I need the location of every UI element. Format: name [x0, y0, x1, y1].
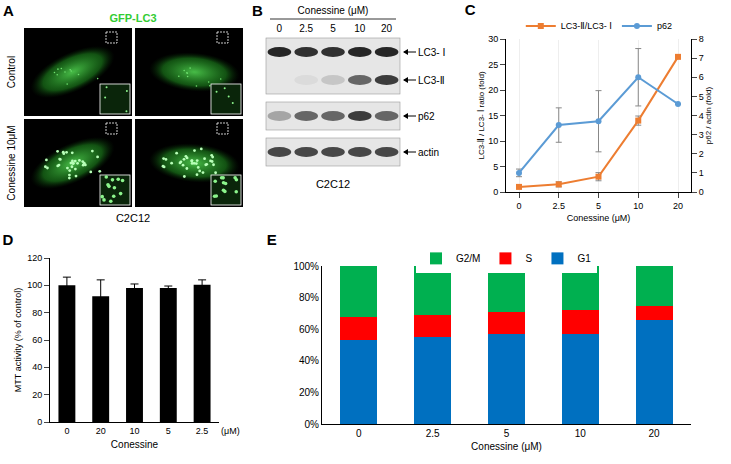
svg-text:20: 20 — [488, 85, 498, 95]
svg-text:C2C12: C2C12 — [116, 212, 150, 224]
svg-text:2.5: 2.5 — [552, 201, 565, 211]
svg-text:0: 0 — [516, 201, 521, 211]
svg-text:Conessine (μM): Conessine (μM) — [471, 441, 542, 452]
svg-text:LC3-Ⅱ / LC3- Ⅰ ratio (fold): LC3-Ⅱ / LC3- Ⅰ ratio (fold) — [477, 71, 486, 159]
svg-text:C: C — [465, 1, 476, 18]
svg-text:100%: 100% — [293, 261, 319, 272]
svg-text:p62: p62 — [657, 21, 672, 31]
svg-text:5: 5 — [699, 92, 704, 102]
svg-text:20: 20 — [96, 426, 106, 436]
svg-text:80: 80 — [32, 308, 42, 318]
svg-text:60: 60 — [32, 335, 42, 345]
svg-text:40%: 40% — [299, 355, 319, 366]
svg-text:30: 30 — [488, 34, 498, 44]
svg-text:5: 5 — [504, 428, 510, 439]
svg-text:1: 1 — [699, 168, 704, 178]
svg-text:2.5: 2.5 — [426, 428, 440, 439]
svg-text:0: 0 — [277, 23, 283, 34]
svg-text:5: 5 — [596, 201, 601, 211]
svg-text:60%: 60% — [299, 324, 319, 335]
svg-text:100: 100 — [27, 280, 42, 290]
svg-text:7: 7 — [699, 53, 704, 63]
svg-text:20: 20 — [32, 390, 42, 400]
svg-text:2: 2 — [699, 149, 704, 159]
svg-text:p62 / actin (fold): p62 / actin (fold) — [704, 86, 713, 144]
svg-text:0: 0 — [493, 187, 498, 197]
svg-text:Control: Control — [6, 56, 17, 88]
svg-text:D: D — [3, 231, 14, 248]
svg-text:LC3-Ⅱ/LC3- Ⅰ: LC3-Ⅱ/LC3- Ⅰ — [561, 21, 612, 31]
svg-text:(μM): (μM) — [221, 426, 240, 436]
svg-text:4: 4 — [699, 111, 704, 121]
svg-text:20%: 20% — [299, 387, 319, 398]
svg-text:A: A — [3, 2, 14, 19]
svg-text:10: 10 — [633, 201, 643, 211]
svg-text:0: 0 — [64, 426, 69, 436]
svg-text:10: 10 — [488, 136, 498, 146]
svg-text:G1: G1 — [577, 253, 591, 264]
svg-text:10: 10 — [129, 426, 139, 436]
svg-text:0: 0 — [37, 417, 42, 427]
svg-text:5: 5 — [493, 162, 498, 172]
svg-text:C2C12: C2C12 — [316, 178, 350, 190]
svg-text:8: 8 — [699, 34, 704, 44]
svg-text:120: 120 — [27, 253, 42, 263]
svg-text:MTT activity (% of control): MTT activity (% of control) — [13, 288, 23, 392]
svg-text:E: E — [267, 231, 277, 248]
svg-text:p62: p62 — [418, 111, 435, 122]
svg-text:5: 5 — [330, 23, 336, 34]
svg-text:Conessine 10μM: Conessine 10μM — [6, 125, 17, 200]
svg-text:2.5: 2.5 — [196, 426, 209, 436]
svg-text:0: 0 — [699, 187, 704, 197]
svg-text:B: B — [252, 2, 263, 19]
svg-text:6: 6 — [699, 72, 704, 82]
svg-text:Conessine (μM): Conessine (μM) — [567, 213, 631, 223]
svg-text:LC3- Ⅰ: LC3- Ⅰ — [418, 47, 445, 58]
svg-text:10: 10 — [575, 428, 587, 439]
svg-text:G2/M: G2/M — [456, 253, 480, 264]
svg-text:20: 20 — [649, 428, 661, 439]
svg-text:Conessine (μM): Conessine (μM) — [298, 5, 369, 16]
svg-text:10: 10 — [354, 23, 366, 34]
svg-text:2.5: 2.5 — [299, 23, 313, 34]
svg-text:actin: actin — [418, 147, 439, 158]
svg-text:GFP-LC3: GFP-LC3 — [109, 12, 156, 24]
svg-text:0%: 0% — [305, 419, 320, 430]
svg-text:5: 5 — [166, 426, 171, 436]
svg-text:0: 0 — [356, 428, 362, 439]
svg-text:40: 40 — [32, 362, 42, 372]
svg-text:S: S — [525, 253, 532, 264]
svg-text:25: 25 — [488, 60, 498, 70]
svg-text:Conessine: Conessine — [111, 439, 159, 450]
svg-text:15: 15 — [488, 111, 498, 121]
svg-text:80%: 80% — [299, 292, 319, 303]
svg-text:3: 3 — [699, 130, 704, 140]
svg-text:LC3-Ⅱ: LC3-Ⅱ — [418, 75, 445, 86]
svg-text:20: 20 — [381, 23, 393, 34]
svg-text:20: 20 — [673, 201, 683, 211]
